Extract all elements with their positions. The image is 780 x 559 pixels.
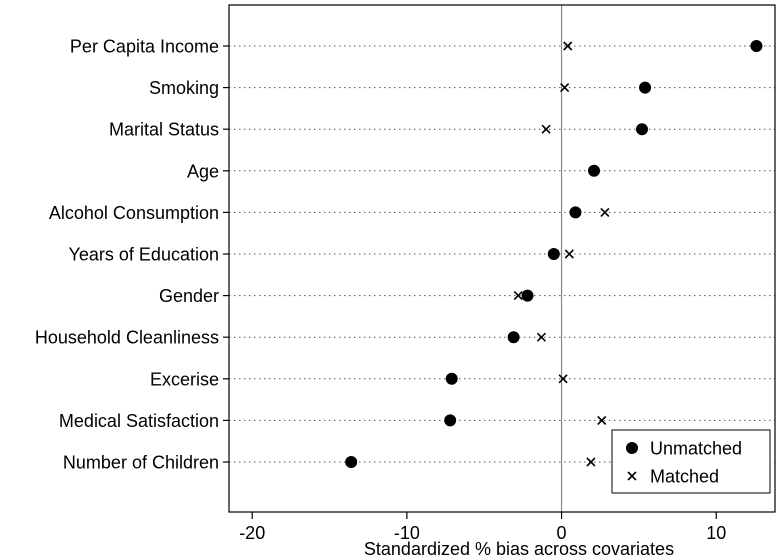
- x-tick-label: 10: [706, 523, 726, 543]
- category-label: Years of Education: [69, 245, 219, 265]
- point-unmatched: [445, 372, 458, 385]
- category-label: Per Capita Income: [70, 37, 219, 57]
- category-rows: Per Capita Income Smoking Marital Status Ag…: [35, 37, 775, 473]
- data-points: [345, 40, 763, 468]
- category-label: Excerise: [150, 369, 219, 389]
- legend: Unmatched Matched: [611, 429, 771, 494]
- legend-label: Unmatched: [650, 439, 742, 459]
- point-unmatched: [547, 248, 560, 260]
- point-unmatched: [521, 289, 534, 302]
- point-matched: [536, 332, 547, 342]
- point-matched: [597, 415, 607, 425]
- point-unmatched: [569, 206, 582, 219]
- point-unmatched: [507, 331, 520, 344]
- x-tick-label: -20: [239, 523, 265, 543]
- legend-label: Matched: [650, 467, 719, 487]
- category-label: Household Cleanliness: [35, 328, 219, 348]
- x-tick-label: 0: [557, 523, 567, 543]
- legend-items: Unmatched Matched: [626, 439, 742, 487]
- legend-marker-x: [627, 471, 637, 481]
- x-tick-label: -10: [394, 523, 420, 543]
- category-label: Alcohol Consumption: [49, 203, 219, 223]
- point-matched: [600, 207, 610, 217]
- point-matched: [541, 124, 551, 134]
- legend-marker-dot: [626, 442, 638, 454]
- point-unmatched: [588, 164, 601, 177]
- category-label: Medical Satisfaction: [59, 411, 219, 431]
- category-label: Gender: [159, 286, 219, 306]
- plot-frame: [228, 4, 776, 513]
- point-unmatched: [444, 414, 457, 427]
- category-label: Number of Children: [63, 453, 219, 473]
- category-label: Smoking: [149, 78, 219, 98]
- point-unmatched: [345, 456, 358, 468]
- point-matched: [586, 457, 596, 467]
- legend-box: [611, 429, 771, 494]
- point-unmatched: [635, 123, 648, 136]
- x-axis-title: Standardized % bias across covariates: [364, 539, 674, 559]
- point-matched: [560, 83, 570, 93]
- point-unmatched: [639, 81, 652, 94]
- category-label: Marital Status: [109, 120, 219, 140]
- x-axis-ticks: -20 -10 0 10: [239, 512, 726, 543]
- point-matched: [564, 249, 574, 259]
- point-matched: [513, 291, 523, 301]
- point-unmatched: [750, 40, 763, 52]
- point-matched: [558, 374, 568, 384]
- category-label: Age: [187, 161, 219, 181]
- point-matched: [563, 41, 573, 51]
